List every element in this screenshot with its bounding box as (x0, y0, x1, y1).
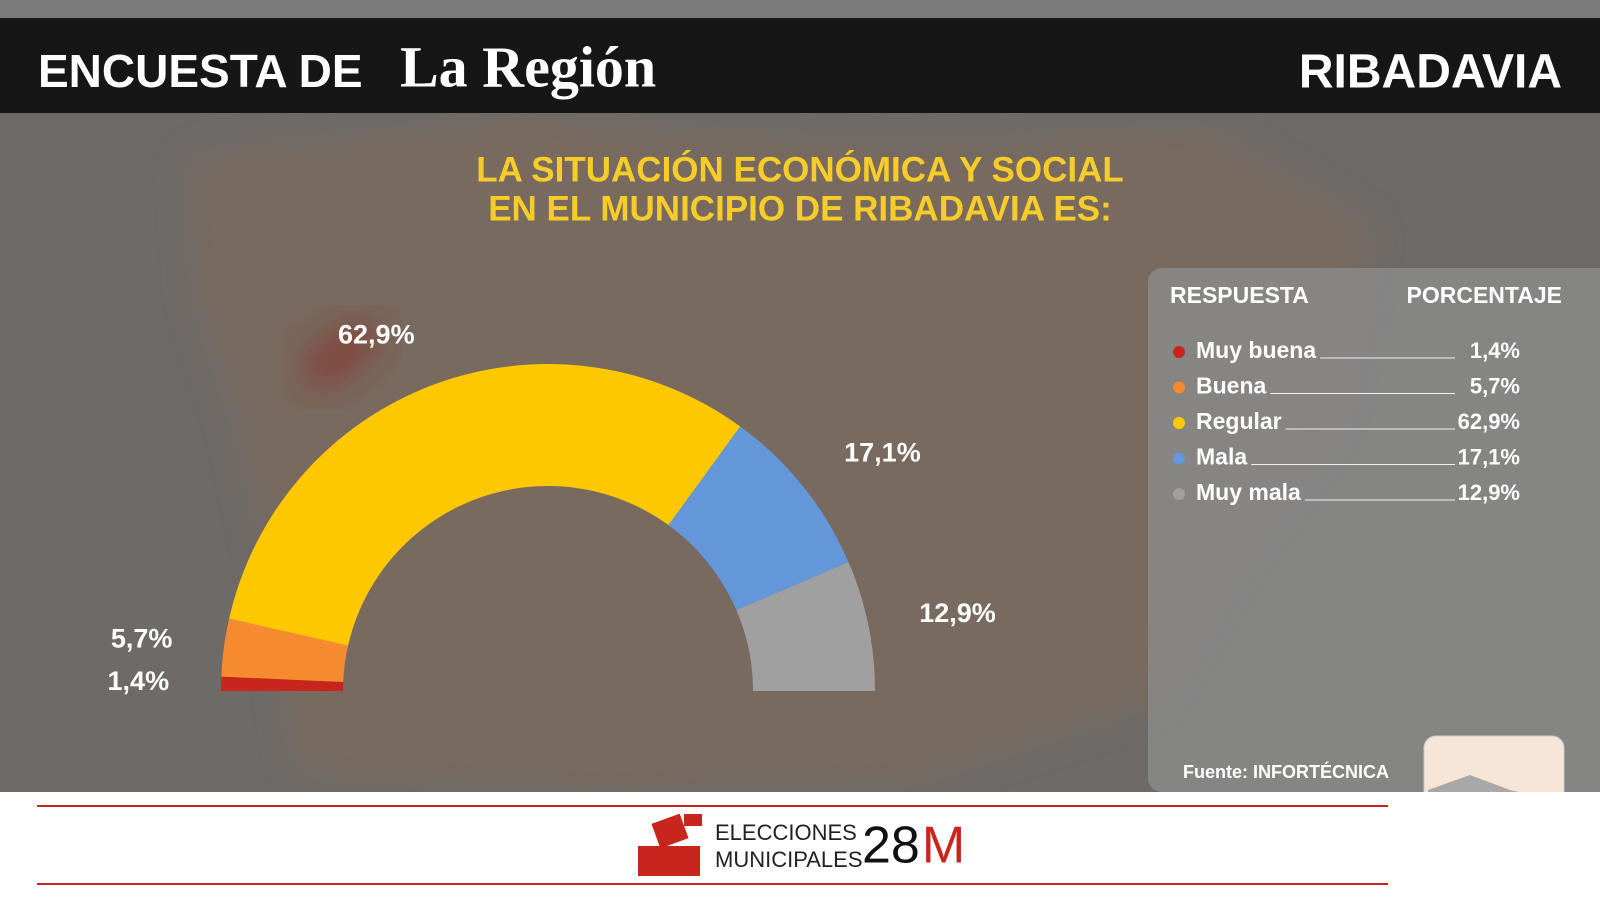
footer-suffix: M (922, 817, 965, 875)
pie-slice (736, 562, 876, 691)
legend-value: 12,9% (1458, 480, 1520, 505)
source: Fuente: INFORTÉCNICA (1183, 761, 1389, 782)
pie-slice (221, 618, 349, 682)
header-brand: La Región (400, 34, 656, 99)
footer-text: ELECCIONES (715, 820, 857, 845)
pie-slice (221, 676, 344, 691)
data-label: 5,7% (111, 624, 173, 654)
ballot-tab (684, 814, 702, 826)
header-bar (0, 18, 1600, 113)
data-label: 17,1% (844, 438, 921, 468)
legend-panel (1148, 268, 1600, 792)
legend-dot (1173, 381, 1185, 394)
table-header: PORCENTAJE (1407, 282, 1563, 308)
legend-value: 62,9% (1458, 409, 1520, 434)
header-place: RIBADAVIA (1299, 46, 1562, 99)
ballot-icon (638, 813, 702, 876)
legend-value: 1,4% (1470, 338, 1520, 363)
map-background (190, 120, 1370, 790)
footer (0, 792, 1600, 900)
header-prefix: ENCUESTA DE (38, 45, 363, 97)
data-label: 1,4% (108, 666, 170, 696)
ballot-paper (651, 813, 689, 849)
legend-value: 17,1% (1458, 444, 1520, 469)
chart-title: EN EL MUNICIPIO DE RIBADAVIA ES: (488, 189, 1112, 228)
data-label: 12,9% (919, 598, 996, 628)
ballot-box (638, 846, 700, 876)
data-label: 62,9% (338, 319, 415, 349)
chart-title: LA SITUACIÓN ECONÓMICA Y SOCIAL (476, 149, 1124, 189)
legend-dot (1173, 452, 1185, 465)
pie-slice (668, 426, 849, 611)
top-strip (0, 0, 1600, 18)
legend-dot (1173, 346, 1185, 358)
legend-label: Mala (1196, 444, 1247, 470)
legend-label: Buena (1196, 373, 1267, 399)
legend-value: 5,7% (1470, 373, 1520, 398)
legend-label: Regular (1196, 408, 1282, 434)
table-header: RESPUESTA (1170, 282, 1309, 308)
legend-label: Muy buena (1196, 337, 1316, 363)
map-highlight (300, 320, 385, 395)
pie-slice (229, 364, 741, 646)
footer-number: 28 (862, 817, 920, 875)
legend-label: Muy mala (1196, 479, 1301, 505)
legend-dot (1173, 488, 1185, 500)
legend-dot (1173, 417, 1185, 429)
footer-text: MUNICIPALES (715, 847, 863, 872)
